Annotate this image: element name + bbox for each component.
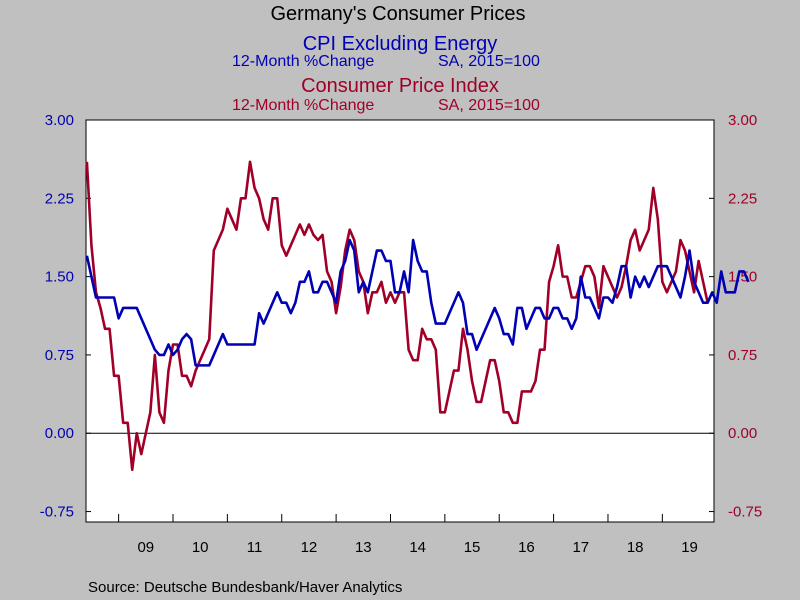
right-ytick-label: 0.75 (728, 347, 757, 364)
xtick-label: 19 (681, 539, 698, 556)
right-ytick-label: 1.50 (728, 269, 757, 286)
series1-title: CPI Excluding Energy (303, 33, 498, 55)
series2-subtitle-left: 12-Month %Change (232, 97, 374, 114)
axes: -0.75 -0.75 0.00 0.00 0.75 0.75 1.50 1.50 2.25 2.… (40, 112, 762, 556)
series-lines (85, 160, 750, 472)
xtick-label: 10 (192, 539, 209, 556)
xtick-label: 17 (572, 539, 589, 556)
left-ytick-label: 2.25 (45, 190, 74, 207)
source-note: Source: Deutsche Bundesbank/Haver Analyt… (88, 579, 402, 596)
right-ytick-label: 3.00 (728, 112, 757, 129)
xtick-label: 13 (355, 539, 372, 556)
series1-subtitle-left: 12-Month %Change (232, 53, 374, 70)
series2-title: Consumer Price Index (301, 75, 499, 97)
left-ytick-label: 0.75 (45, 347, 74, 364)
left-ytick-label: -0.75 (40, 504, 74, 521)
left-ytick-label: 3.00 (45, 112, 74, 129)
series-line-cpi-ex-energy (85, 238, 750, 367)
xtick-label: 11 (247, 539, 263, 556)
xtick-label: 12 (301, 539, 318, 556)
xtick-label: 18 (627, 539, 644, 556)
right-ytick-label: 2.25 (728, 190, 757, 207)
xtick-label: 09 (137, 539, 154, 556)
right-ytick-label: 0.00 (728, 425, 757, 442)
left-ytick-label: 1.50 (45, 269, 74, 286)
series1-subtitle-right: SA, 2015=100 (438, 53, 540, 70)
series-line-cpi (85, 160, 709, 472)
chart-title: Germany's Consumer Prices (271, 3, 526, 25)
xtick-label: 15 (464, 539, 481, 556)
left-ytick-label: 0.00 (45, 425, 74, 442)
series2-subtitle-right: SA, 2015=100 (438, 97, 540, 114)
plot-area (85, 119, 715, 523)
xtick-label: 14 (409, 539, 426, 556)
right-ytick-label: -0.75 (728, 504, 762, 521)
xtick-label: 16 (518, 539, 535, 556)
